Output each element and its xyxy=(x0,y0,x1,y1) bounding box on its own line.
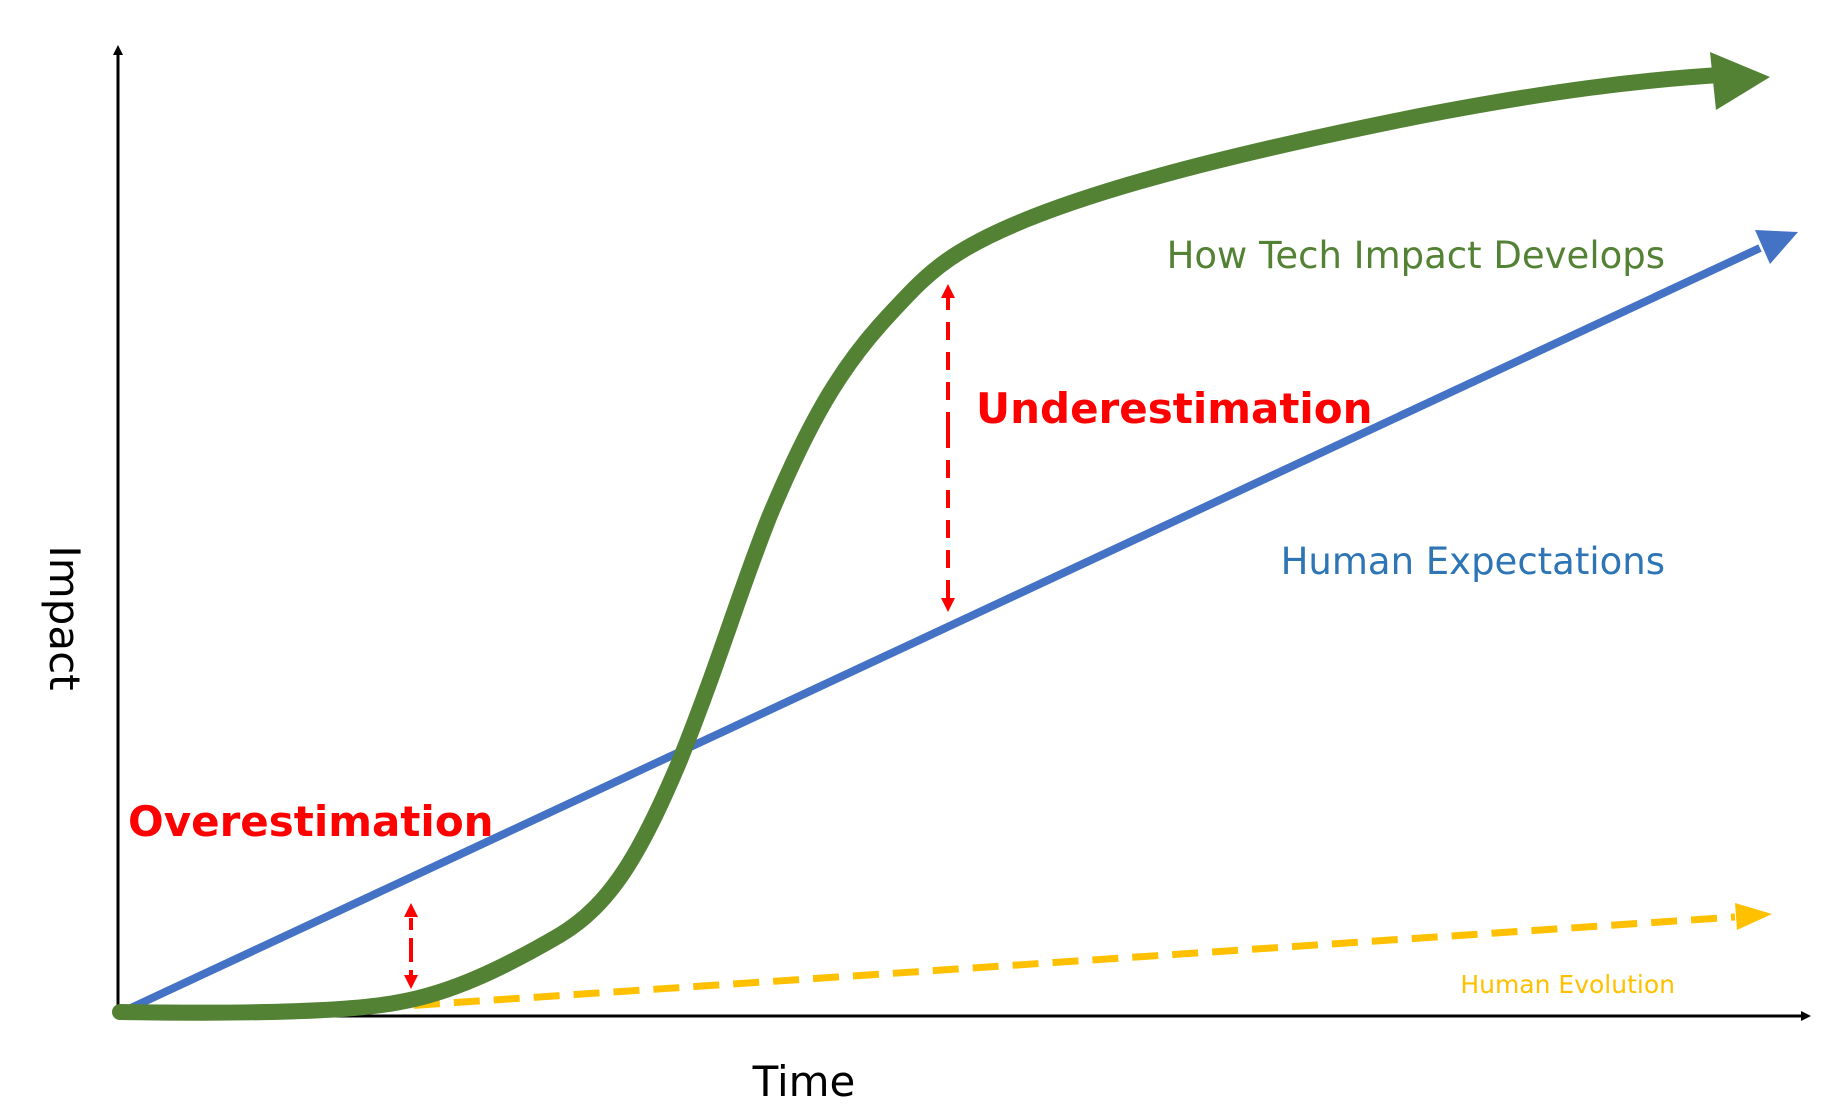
tech-arrowhead xyxy=(1710,52,1770,110)
expectations-arrowhead xyxy=(1755,230,1798,264)
evolution-arrowhead xyxy=(1735,903,1772,930)
x-axis-label: Time xyxy=(752,1057,856,1106)
expectations-line xyxy=(118,244,1762,1017)
underestimation-label: Underestimation xyxy=(976,384,1373,433)
y-axis-label: Impact xyxy=(40,545,89,690)
tech-curve xyxy=(112,67,1728,1021)
evolution-line xyxy=(373,913,1736,1012)
overestimation-label: Overestimation xyxy=(128,797,494,846)
expectations-label: Human Expectations xyxy=(1281,540,1665,583)
evolution-label: Human Evolution xyxy=(1460,970,1675,999)
tech-label: How Tech Impact Develops xyxy=(1167,234,1665,277)
